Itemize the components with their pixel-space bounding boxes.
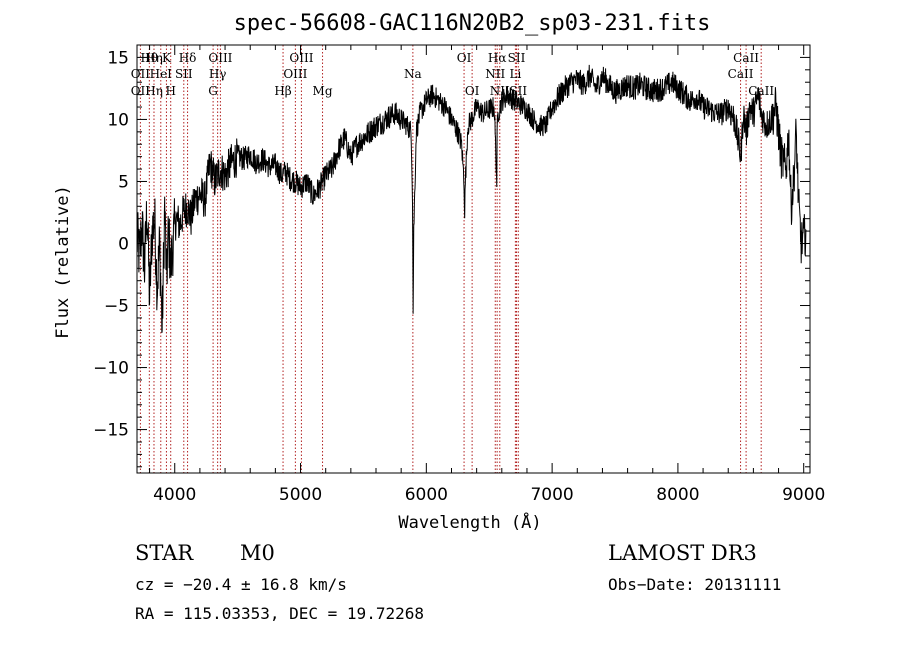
spectral-line-label: CaII — [733, 51, 759, 65]
y-tick-label: −15 — [93, 421, 129, 441]
spectral-line-label: H — [165, 84, 175, 98]
x-tick-label: 4000 — [153, 485, 196, 505]
redshift-text: cz = −20.4 ± 16.8 km/s — [135, 575, 347, 594]
spectral-line-label: Mg — [313, 84, 333, 98]
spectral-line-label: Hη — [145, 51, 163, 65]
spectral-line-label: Hη — [145, 84, 163, 98]
object-class: STAR — [135, 541, 194, 565]
axes: 4000 5000 6000 7000 8000 9000 15 10 5 0 −5 −10 −15 — [93, 44, 825, 505]
y-tick-label: 0 — [118, 234, 129, 254]
spectrum-line — [136, 64, 807, 333]
object-subclass: M0 — [240, 541, 275, 565]
spectral-line-label: HeI — [150, 67, 173, 81]
spectral-line-label: CaII — [728, 67, 754, 81]
spectral-line-label: OI — [457, 51, 472, 65]
chart-title: spec-56608-GAC116N20B2_sp03-231.fits — [234, 11, 711, 36]
spectral-line-label: OII — [131, 84, 151, 98]
spectral-line-label: Hγ — [209, 67, 227, 81]
y-tick-label: 5 — [118, 172, 129, 192]
spectral-line-label: NII — [485, 67, 505, 81]
spectral-line-label: Li — [509, 67, 521, 81]
spectral-line-label: OII — [131, 67, 151, 81]
y-axis-label: Flux (relative) — [53, 185, 73, 339]
x-axis-label: Wavelength (Å) — [398, 511, 541, 533]
y-tick-label: −5 — [104, 297, 129, 317]
spectral-line-label: CaII — [748, 84, 774, 98]
y-tick-label: 15 — [107, 48, 129, 68]
spectral-line-label: OIII — [289, 51, 313, 65]
x-tick-label: 5000 — [279, 485, 322, 505]
spectral-line-label: Na — [404, 67, 422, 81]
x-tick-label: 8000 — [656, 485, 699, 505]
spectral-line-label: OIII — [208, 51, 232, 65]
obs-date-text: Obs−Date: 20131111 — [608, 575, 781, 594]
spectral-line-label: G — [208, 84, 218, 98]
spectral-line-label: K — [162, 51, 172, 65]
x-tick-label: 9000 — [782, 485, 825, 505]
spectral-line-label: Hα — [488, 51, 507, 65]
spectral-line-label: Hθ — [140, 51, 158, 65]
spectral-line-label: NII — [490, 84, 510, 98]
x-tick-label: 6000 — [405, 485, 448, 505]
spectral-line-label: SII — [508, 51, 526, 65]
spectral-line-label: OI — [465, 84, 480, 98]
spectral-line-label: SII — [175, 67, 193, 81]
plot-frame — [136, 44, 811, 474]
y-tick-label: −10 — [93, 359, 129, 379]
y-tick-label: 10 — [107, 110, 129, 130]
coordinates-text: RA = 115.03353, DEC = 19.72268 — [135, 604, 424, 623]
x-tick-label: 7000 — [530, 485, 573, 505]
survey-name: LAMOST DR3 — [608, 541, 757, 565]
spectral-line-label: Hβ — [274, 84, 291, 98]
spectral-line-label: Hδ — [179, 51, 197, 65]
spectral-line-label: OIII — [283, 67, 307, 81]
